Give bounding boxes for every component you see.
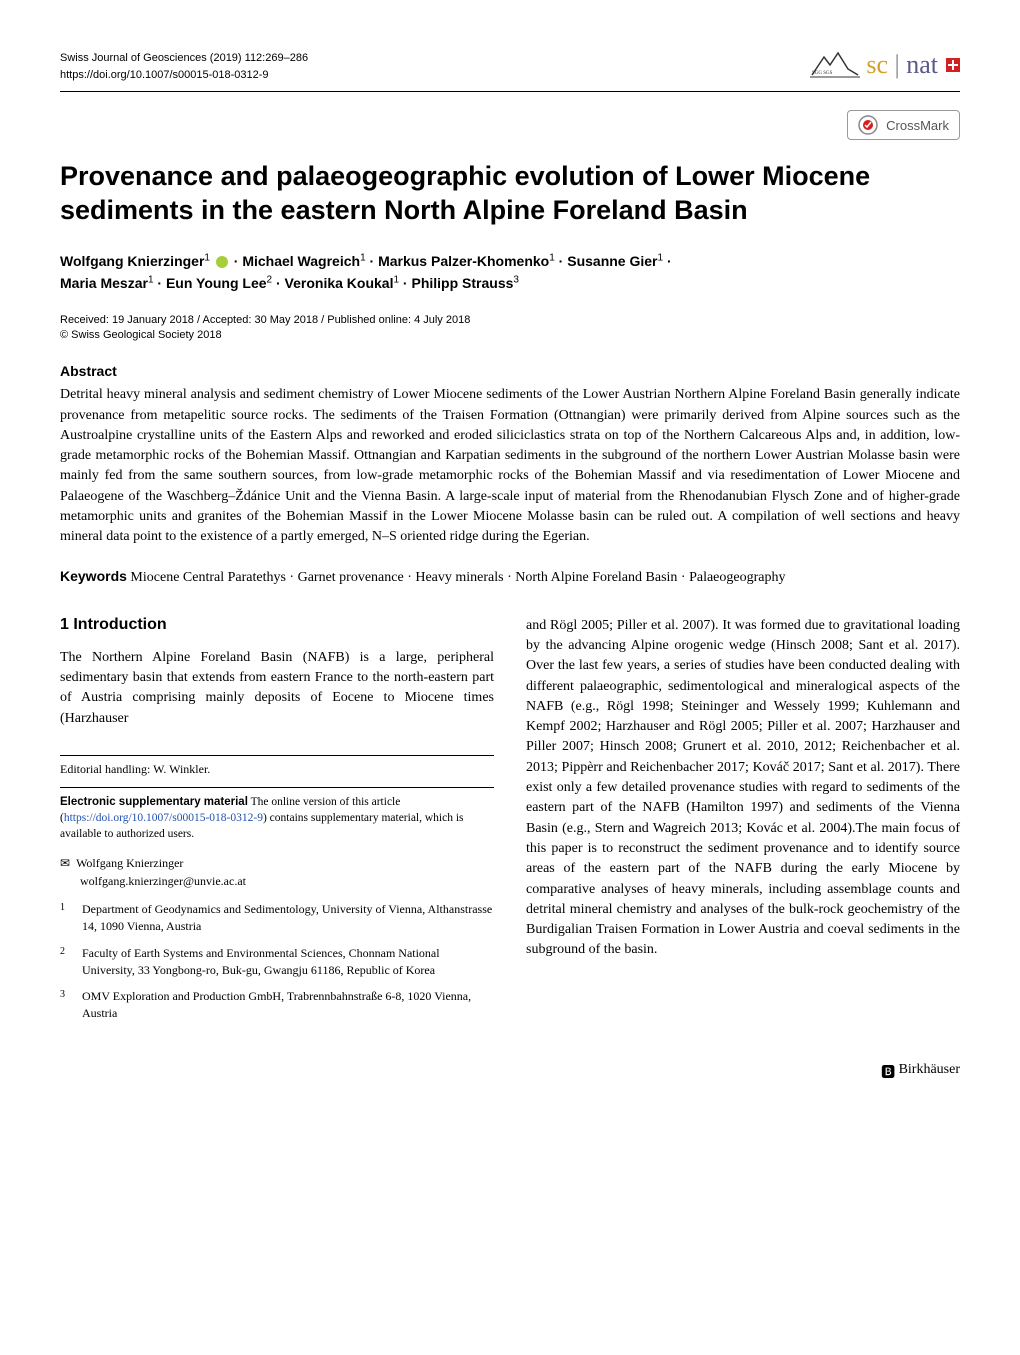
author-list: Wolfgang Knierzinger1 · Michael Wagreich… [60, 250, 960, 295]
section-1-heading: 1 Introduction [60, 616, 494, 634]
article-title: Provenance and palaeogeographic evolutio… [60, 160, 960, 228]
affiliation-3: 3 OMV Exploration and Production GmbH, T… [60, 988, 494, 1022]
logo-nat-text: nat [906, 50, 938, 79]
affiliation-1: 1 Department of Geodynamics and Sediment… [60, 901, 494, 935]
copyright-line: © Swiss Geological Society 2018 [60, 329, 960, 341]
affil-2-text: Faculty of Earth Systems and Environment… [82, 945, 494, 979]
right-column: and Rögl 2005; Piller et al. 2007). It w… [526, 616, 960, 1032]
envelope-icon: ✉ [60, 856, 70, 870]
abstract-heading: Abstract [60, 363, 960, 379]
crossmark-container: CrossMark [60, 110, 960, 140]
authors-line-1: Wolfgang Knierzinger1 · Michael Wagreich… [60, 253, 672, 269]
swiss-cross-icon [946, 58, 960, 72]
svg-text:SGG SGS: SGG SGS [812, 71, 833, 76]
affil-3-num: 3 [60, 988, 72, 1022]
crossmark-icon [858, 115, 878, 135]
affil-3-text: OMV Exploration and Production GmbH, Tra… [82, 988, 494, 1022]
page-footer: 🅱 Birkhäuser [60, 1062, 960, 1082]
corr-email: wolfgang.knierzinger@unvie.ac.at [80, 874, 494, 889]
affil-1-num: 1 [60, 901, 72, 935]
journal-info: Swiss Journal of Geosciences (2019) 112:… [60, 50, 308, 83]
publisher-logo: SGG SGS sc | nat [810, 50, 960, 80]
body-columns: 1 Introduction The Northern Alpine Forel… [60, 616, 960, 1032]
birkhauser-icon: 🅱 [881, 1062, 895, 1082]
corresponding-author: ✉ Wolfgang Knierzinger [60, 856, 494, 871]
affil-2-num: 2 [60, 945, 72, 979]
affiliation-2: 2 Faculty of Earth Systems and Environme… [60, 945, 494, 979]
journal-citation: Swiss Journal of Geosciences (2019) 112:… [60, 50, 308, 67]
left-column: 1 Introduction The Northern Alpine Forel… [60, 616, 494, 1032]
keywords-block: Keywords Miocene Central Paratethys · Ga… [60, 566, 960, 588]
logo-sc-text: sc [866, 50, 888, 79]
article-dates: Received: 19 January 2018 / Accepted: 30… [60, 314, 960, 326]
crossmark-label: CrossMark [886, 118, 949, 133]
affil-1-text: Department of Geodynamics and Sedimentol… [82, 901, 494, 935]
intro-right-text: and Rögl 2005; Piller et al. 2007). It w… [526, 616, 960, 961]
supp-label: Electronic supplementary material [60, 796, 248, 808]
abstract-text: Detrital heavy mineral analysis and sedi… [60, 385, 960, 547]
supplementary-material: Electronic supplementary material The on… [60, 787, 494, 842]
corr-name: Wolfgang Knierzinger [76, 856, 183, 870]
publisher-name: Birkhäuser [899, 1062, 960, 1082]
keywords-list: Miocene Central Paratethys · Garnet prov… [130, 570, 785, 585]
keywords-label: Keywords [60, 568, 127, 584]
supp-link[interactable]: https://doi.org/10.1007/s00015-018-0312-… [64, 812, 263, 824]
orcid-icon[interactable] [216, 256, 228, 268]
editorial-handling: Editorial handling: W. Winkler. [60, 755, 494, 777]
header-rule [60, 91, 960, 92]
crossmark-badge[interactable]: CrossMark [847, 110, 960, 140]
page-header: Swiss Journal of Geosciences (2019) 112:… [60, 50, 960, 83]
intro-left-text: The Northern Alpine Foreland Basin (NAFB… [60, 648, 494, 729]
doi-link[interactable]: https://doi.org/10.1007/s00015-018-0312-… [60, 67, 308, 84]
mountain-icon: SGG SGS [810, 51, 860, 79]
authors-line-2: Maria Meszar1 · Eun Young Lee2 · Veronik… [60, 275, 519, 291]
